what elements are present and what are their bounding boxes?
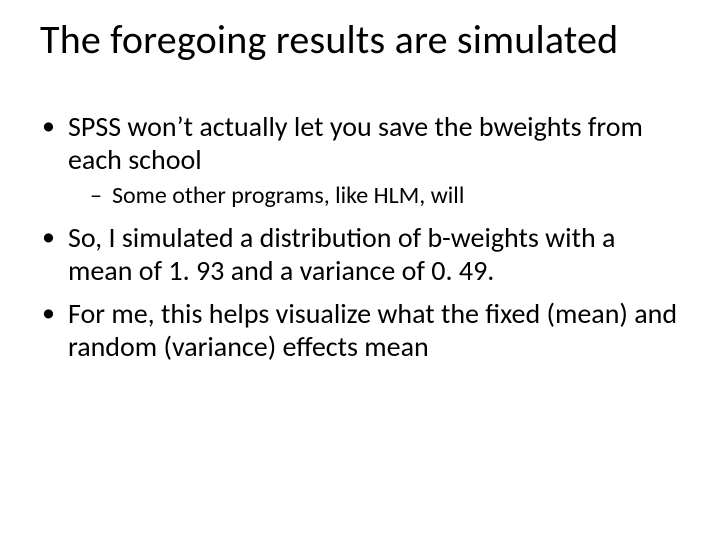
list-item: So, I simulated a distribution of b-weig… — [40, 221, 680, 287]
list-item: SPSS won’t actually let you save the bwe… — [40, 110, 680, 211]
slide: The foregoing results are simulated SPSS… — [0, 0, 720, 540]
bullet-list: SPSS won’t actually let you save the bwe… — [40, 110, 680, 363]
list-item: Some other programs, like HLM, will — [90, 182, 680, 211]
bullet-text: SPSS won’t actually let you save the bwe… — [68, 109, 643, 177]
list-item: For me, this helps visualize what the fi… — [40, 297, 680, 363]
sub-bullet-list: Some other programs, like HLM, will — [68, 182, 680, 211]
slide-title: The foregoing results are simulated — [40, 18, 680, 62]
bullet-text: So, I simulated a distribution of b-weig… — [68, 220, 615, 288]
sub-bullet-text: Some other programs, like HLM, will — [112, 181, 464, 210]
bullet-text: For me, this helps visualize what the fi… — [68, 296, 677, 364]
